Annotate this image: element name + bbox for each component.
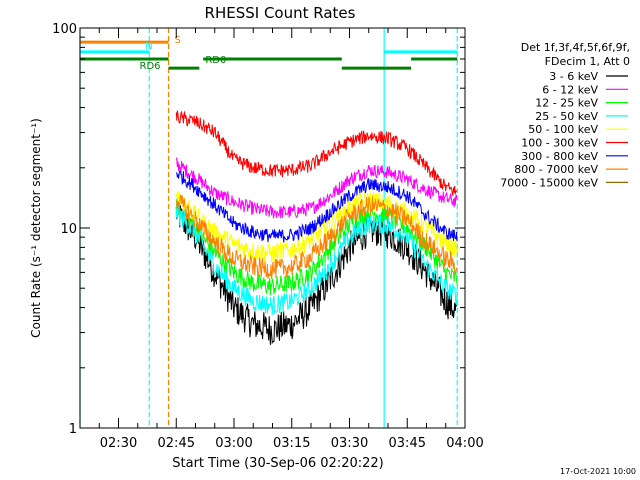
legend-label-0: 3 - 6 keV <box>549 70 598 83</box>
y-axis-label: Count Rate (s⁻¹ detector segment⁻¹) <box>29 118 43 338</box>
series-line-7 <box>175 194 458 279</box>
legend-label-5: 100 - 300 keV <box>521 137 598 150</box>
y-tick-label-2: 100 <box>52 22 77 37</box>
series-lines <box>175 110 458 345</box>
series-line-1 <box>175 157 458 219</box>
y-axis-ticks: 1 10 100 <box>52 22 465 437</box>
legend-label-6: 300 - 800 keV <box>521 150 598 163</box>
x-tick-label-2: 03:00 <box>215 436 252 451</box>
annotation-bars: S N RD6 RD0 <box>80 35 458 72</box>
series-line-2 <box>175 197 458 296</box>
legend: Det 1f,3f,4f,5f,6f,9f, FDecim 1, Att 0 3… <box>500 41 630 189</box>
x-tick-label-4: 03:30 <box>331 436 368 451</box>
x-axis-label: Start Time (30-Sep-06 02:20:22) <box>172 456 383 471</box>
annotation-label-0: S <box>175 35 181 46</box>
x-axis-ticks: 02:30 02:45 03:00 03:15 03:30 03:45 04:00 <box>98 28 484 451</box>
x-tick-label-1: 02:45 <box>158 436 195 451</box>
legend-header-line-2: FDecim 1, Att 0 <box>545 55 630 68</box>
vertical-marker-lines <box>79 28 458 428</box>
series-line-0 <box>175 198 458 345</box>
annotation-label-4: RD0 <box>205 55 226 66</box>
series-line-6 <box>175 169 458 243</box>
x-tick-label-0: 02:30 <box>100 436 137 451</box>
annotation-label-1: N <box>145 41 152 52</box>
series-line-5 <box>175 110 458 196</box>
y-tick-label-0: 1 <box>69 422 77 437</box>
chart-title: RHESSI Count Rates <box>205 4 356 22</box>
legend-label-8: 7000 - 15000 keV <box>500 176 598 189</box>
x-tick-label-3: 03:15 <box>273 436 310 451</box>
x-tick-label-5: 03:45 <box>389 436 426 451</box>
legend-label-7: 800 - 7000 keV <box>514 163 598 176</box>
annotation-label-3: RD6 <box>140 61 161 72</box>
series-line-4 <box>175 191 458 263</box>
x-tick-label-6: 04:00 <box>446 436 483 451</box>
footer-date: 17-Oct-2021 10:00 <box>560 467 636 476</box>
series-line-3 <box>175 204 458 316</box>
legend-label-1: 6 - 12 keV <box>542 83 598 96</box>
legend-header-line-1: Det 1f,3f,4f,5f,6f,9f, <box>521 41 630 54</box>
legend-label-2: 12 - 25 keV <box>535 97 598 110</box>
legend-label-3: 25 - 50 keV <box>535 110 598 123</box>
legend-label-4: 50 - 100 keV <box>528 123 598 136</box>
y-tick-label-1: 10 <box>60 222 77 237</box>
